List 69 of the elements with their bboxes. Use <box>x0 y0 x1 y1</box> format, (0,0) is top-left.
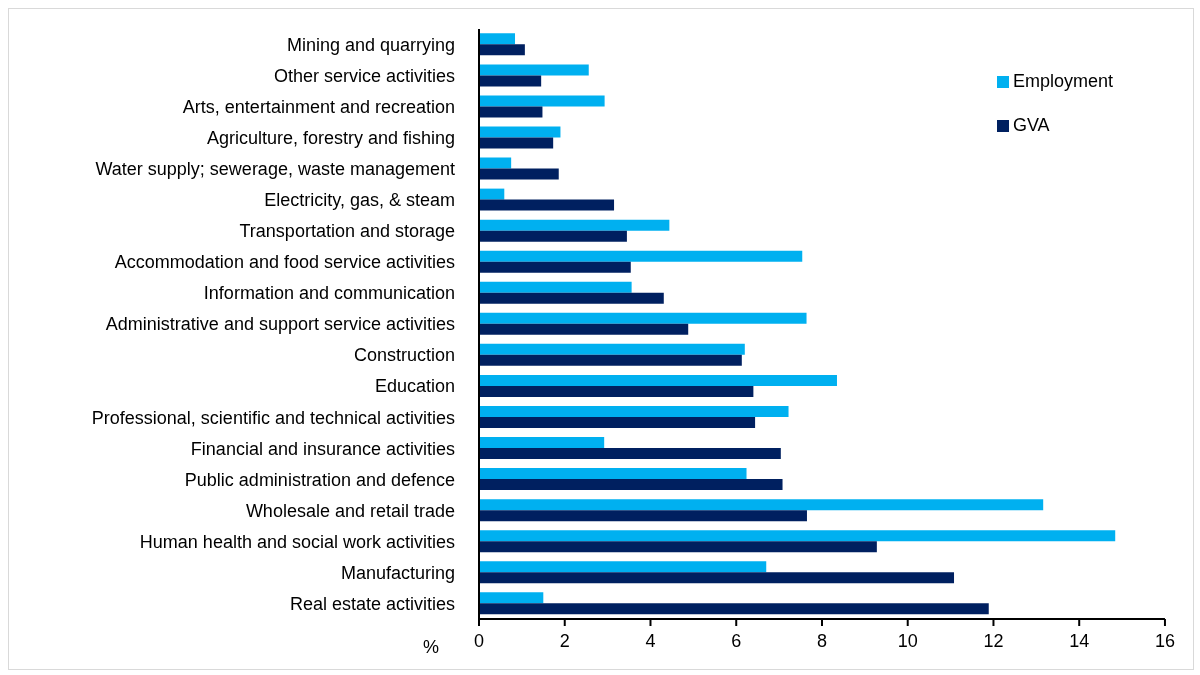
bar <box>479 106 543 118</box>
bar <box>479 405 789 417</box>
bar <box>479 126 561 138</box>
bar <box>479 219 670 231</box>
bar <box>479 530 1116 542</box>
bar <box>479 95 605 107</box>
y-tick-label: Electricity, gas, & steam <box>264 190 455 211</box>
x-tick-label: 4 <box>645 630 656 651</box>
y-tick-label: Construction <box>353 345 455 366</box>
bar <box>479 75 542 87</box>
bar <box>479 157 512 169</box>
bar <box>479 437 605 449</box>
bar <box>479 354 742 366</box>
bar <box>479 281 632 293</box>
bar <box>479 561 767 573</box>
bar <box>479 448 781 460</box>
x-tick-label: 6 <box>731 630 742 651</box>
y-tick-label: Arts, entertainment and recreation <box>182 97 455 118</box>
legend-label: GVA <box>1012 115 1050 135</box>
legend-label: Employment <box>1012 71 1113 91</box>
bar <box>479 312 807 324</box>
y-tick-label: Other service activities <box>273 65 455 86</box>
y-tick-label: Wholesale and retail trade <box>245 500 455 521</box>
bar <box>479 199 615 211</box>
bar <box>479 343 745 355</box>
y-tick-label: Financial and insurance activities <box>190 438 455 459</box>
y-tick-label: Professional, scientific and technical activities <box>91 407 455 428</box>
y-tick-label: Accommodation and food service activities <box>114 252 455 273</box>
bar <box>479 374 837 386</box>
x-tick-label: 8 <box>816 630 827 651</box>
bar <box>479 44 525 56</box>
bar <box>479 168 559 180</box>
bar <box>479 230 627 242</box>
x-tick-label: 2 <box>559 630 570 651</box>
y-tick-label: Mining and quarrying <box>286 34 455 55</box>
y-tick-label: Information and communication <box>203 283 455 304</box>
bar <box>479 592 544 604</box>
bar <box>479 292 664 304</box>
bar <box>479 137 554 149</box>
bar <box>479 572 955 584</box>
x-axis-title: % <box>422 637 439 658</box>
bar <box>479 541 877 553</box>
bar <box>479 323 689 335</box>
y-tick-label: Agriculture, forestry and fishing <box>206 128 455 149</box>
y-tick-label: Manufacturing <box>340 562 455 583</box>
bar <box>479 468 747 480</box>
bar <box>479 64 589 76</box>
bar <box>479 261 631 273</box>
bar <box>479 385 754 397</box>
y-tick-label: Education <box>374 376 455 397</box>
y-tick-label: Human health and social work activities <box>139 531 455 552</box>
y-tick-label: Real estate activities <box>289 593 455 614</box>
x-tick-label: 0 <box>473 630 485 651</box>
bar <box>479 33 516 45</box>
bar <box>479 603 989 615</box>
bar <box>479 479 783 491</box>
bar <box>479 510 807 522</box>
bar <box>479 250 803 262</box>
bar <box>479 499 1044 511</box>
x-tick-label: 14 <box>1069 630 1090 651</box>
bar <box>479 188 505 200</box>
x-tick-label: 12 <box>983 630 1004 651</box>
x-tick-label: 16 <box>1154 630 1175 651</box>
y-tick-label: Public administration and defence <box>184 469 455 490</box>
y-tick-label: Transportation and storage <box>239 221 455 242</box>
bar <box>479 416 756 428</box>
y-tick-label: Water supply; sewerage, waste management <box>95 159 455 180</box>
x-tick-label: 10 <box>897 630 918 651</box>
y-tick-label: Administrative and support service activities <box>105 314 455 335</box>
